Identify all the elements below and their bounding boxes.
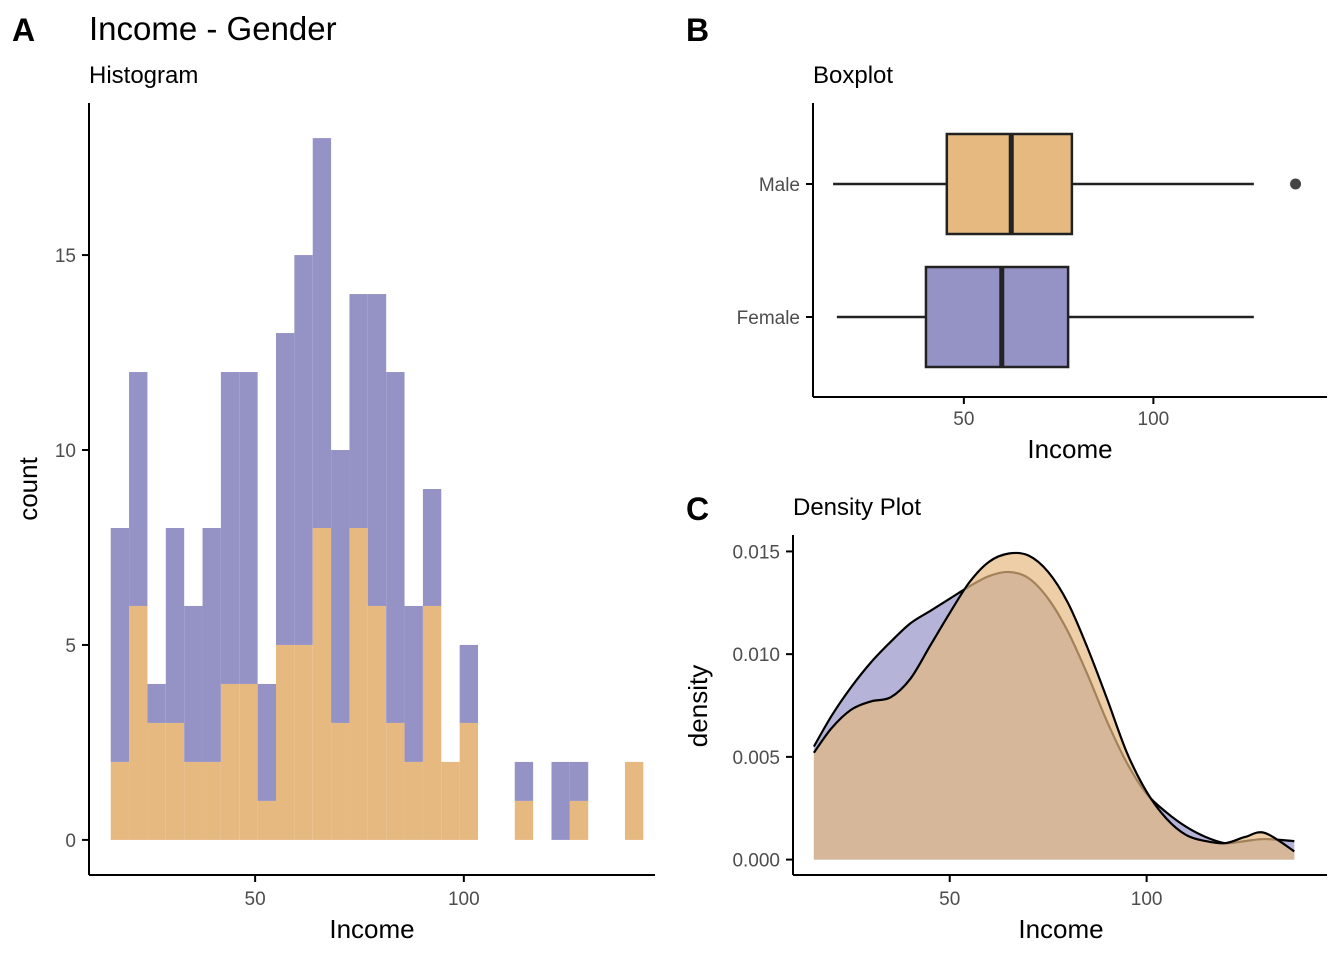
histogram-bars [110,138,644,840]
histogram-bar-male [404,761,423,840]
boxplot-marks [833,132,1302,369]
histogram-bar-female [202,527,221,762]
density-y-tick-label: 0.000 [732,851,780,872]
histogram-bar-female [312,138,332,528]
histogram-x-tick-label: 100 [448,889,480,910]
histogram-bar-male [459,722,479,840]
histogram-bar-male [184,761,203,840]
boxplot-axes: Male Female 50 100 [737,103,1327,430]
histogram-bar-male [294,644,313,840]
histogram-bar-male [165,722,185,840]
histogram-bar-female [294,255,313,645]
histogram-bar-male [147,722,166,840]
density-axes: 0.000 0.005 0.010 0.015 50 100 [732,535,1327,910]
density-y-tick-label: 0.015 [732,542,780,563]
density-x-axis-label: Income [1018,914,1103,944]
density-y-axis-label: density [683,665,713,747]
panel-b-subtitle: Boxplot [813,62,893,89]
histogram-bar-male [239,683,258,840]
boxplot-box [924,265,1070,369]
histogram-bar-female [331,450,350,723]
density-y-tick-label: 0.005 [732,748,780,769]
histogram-bar-female [514,761,534,801]
histogram-bar-female [239,372,258,684]
panel-c-subtitle: Density Plot [793,494,921,521]
histogram-bar-female [569,761,589,801]
histogram-bar-male [441,761,460,840]
histogram-bar-male [349,527,368,840]
density-y-tick-label: 0.010 [732,645,780,666]
histogram-bar-female [147,683,166,723]
histogram-bar-female [551,761,570,840]
histogram-bar-female [404,605,423,762]
panel-c: C Density Plot 0.000 0.005 0.010 0.015 50 100… [683,491,1327,944]
histogram-bar-male [386,722,405,840]
boxplot-category-label: Female [737,308,800,329]
boxplot-category-label: Male [759,175,800,196]
histogram-bar-male [624,761,644,840]
histogram-bar-female [184,605,203,762]
histogram-bar-female [349,294,368,528]
histogram-x-axis-label: Income [329,914,414,944]
histogram-bar-female [165,527,185,723]
histogram-x-tick-label: 50 [245,889,266,910]
panel-b: B Boxplot Male Female 50 100 Income [686,12,1327,464]
panel-b-tag: B [686,12,709,48]
histogram-bar-male [202,761,221,840]
histogram-bar-female [459,644,479,723]
panel-a-title: Income - Gender [89,10,337,47]
histogram-y-tick-label: 10 [55,441,76,462]
histogram-bar-male [569,800,589,840]
histogram-bar-female [422,489,442,606]
histogram-y-tick-label: 5 [65,636,76,657]
histogram-bar-female [110,527,130,762]
histogram-y-tick-label: 15 [55,246,76,267]
histogram-bar-female [367,294,387,606]
panel-c-tag: C [686,491,709,527]
histogram-bar-female [257,683,276,801]
histogram-bar-female [129,372,148,606]
panel-a-tag: A [12,12,35,48]
panel-a-subtitle: Histogram [89,62,198,89]
boxplot-x-tick-label: 50 [953,409,974,430]
histogram-bar-male [312,527,332,840]
histogram-bar-female [220,372,240,684]
boxplot-x-tick-label: 100 [1138,409,1170,430]
histogram-bar-male [275,644,295,840]
histogram-bar-female [275,333,295,645]
histogram-bar-male [257,800,276,840]
boxplot-x-axis-label: Income [1027,434,1112,464]
boxplot-outlier [1290,178,1302,190]
histogram-bar-female [386,372,405,723]
histogram-bar-male [514,800,534,840]
density-x-tick-label: 50 [939,889,960,910]
histogram-y-axis-label: count [13,456,43,520]
histogram-bar-male [220,683,240,840]
histogram-bar-male [331,722,350,840]
histogram-bar-male [367,605,387,840]
histogram-bar-male [110,761,130,840]
density-marks [812,551,1295,860]
density-line-male [812,551,1295,853]
histogram-bar-male [422,605,442,840]
histogram-bar-male [129,605,148,840]
density-x-tick-label: 100 [1131,889,1163,910]
histogram-y-tick-label: 0 [65,831,76,852]
histogram-axes: 0 5 10 15 50 100 [55,103,655,910]
density-area-male [813,552,1295,860]
